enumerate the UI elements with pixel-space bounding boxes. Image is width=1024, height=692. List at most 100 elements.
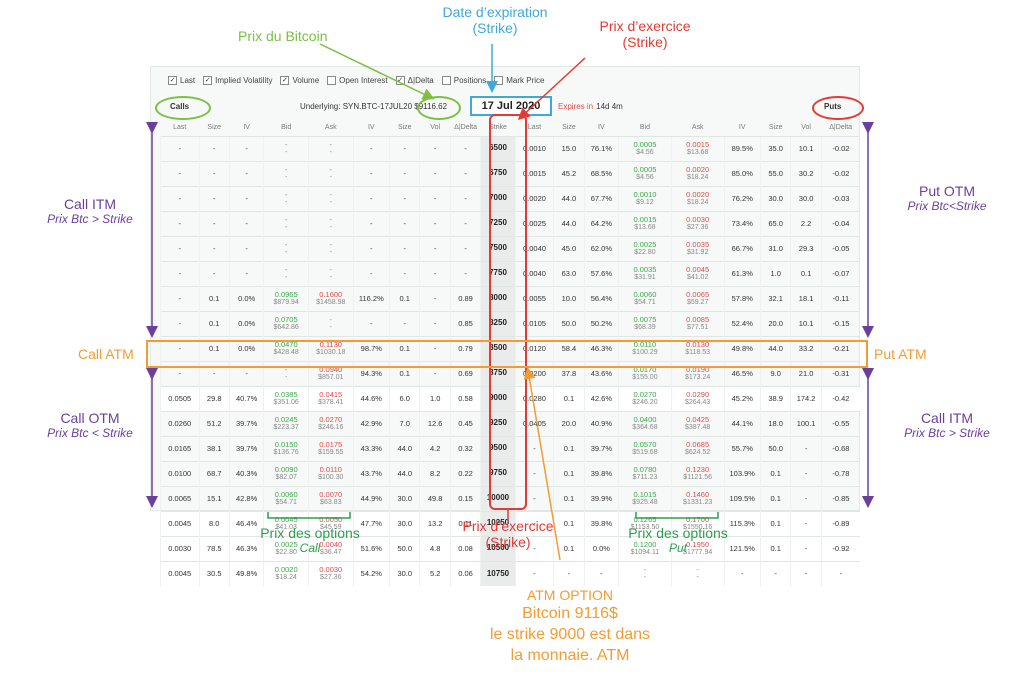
table-cell[interactable]: 0.1	[198, 285, 230, 311]
table-cell[interactable]: -	[389, 310, 420, 336]
bid-cell[interactable]: 0.0400 $364.68	[618, 410, 672, 436]
table-cell[interactable]: 0.32	[449, 435, 481, 461]
table-cell[interactable]: 51.6%	[352, 535, 390, 561]
table-cell[interactable]: -0.92	[820, 535, 860, 561]
table-cell[interactable]: -	[228, 210, 264, 236]
table-cell[interactable]: 30.0	[389, 485, 420, 511]
table-cell[interactable]: 85.0%	[723, 160, 761, 186]
ask-cell[interactable]: --	[670, 560, 724, 586]
table-cell[interactable]: -	[419, 335, 451, 361]
table-cell[interactable]: 50.0	[389, 535, 420, 561]
table-cell[interactable]: -0.68	[820, 435, 860, 461]
bid-cell[interactable]: --	[618, 560, 672, 586]
checkbox-icon[interactable]: ✓	[280, 75, 290, 85]
table-cell[interactable]: 0.1	[759, 485, 791, 511]
table-cell[interactable]: 46.5%	[723, 360, 761, 386]
bid-cell[interactable]: 0.0150 $136.76	[263, 435, 309, 461]
ask-cell[interactable]: 0.0110 $100.30	[307, 460, 354, 486]
table-cell[interactable]: 58.4	[553, 335, 585, 361]
table-cell[interactable]: 38.9	[759, 385, 791, 411]
bid-cell[interactable]: 0.0005 $4.56	[618, 135, 672, 161]
table-cell[interactable]: 39.8%	[583, 510, 619, 536]
table-cell[interactable]: 0.0%	[583, 535, 619, 561]
bid-cell[interactable]: 0.0060 $54.71	[263, 485, 309, 511]
checkbox-icon[interactable]	[494, 75, 504, 85]
table-cell[interactable]: -0.15	[820, 310, 860, 336]
table-cell[interactable]: 51.2	[198, 410, 230, 436]
table-cell[interactable]: -	[160, 210, 200, 236]
table-cell[interactable]: 116.2%	[352, 285, 390, 311]
table-cell[interactable]: 46.4%	[228, 510, 264, 536]
table-cell[interactable]: -	[389, 185, 420, 211]
table-cell[interactable]: 50.2%	[583, 310, 619, 336]
table-cell[interactable]: 0.0020	[514, 185, 554, 211]
table-cell[interactable]: 29.8	[198, 385, 230, 411]
table-cell[interactable]: 15.0	[553, 135, 585, 161]
table-cell[interactable]: 76.2%	[723, 185, 761, 211]
table-cell[interactable]: 57.6%	[583, 260, 619, 286]
table-cell[interactable]: -	[389, 160, 420, 186]
table-cell[interactable]: 30.0	[759, 185, 791, 211]
table-cell[interactable]: -	[790, 460, 822, 486]
ask-cell[interactable]: 0.0035 $31.92	[670, 235, 724, 261]
ask-cell[interactable]: --	[307, 185, 354, 211]
table-cell[interactable]: -	[160, 335, 200, 361]
table-cell[interactable]: 49.8	[419, 485, 451, 511]
table-cell[interactable]: 73.4%	[723, 210, 761, 236]
table-cell[interactable]: 0.15	[449, 485, 481, 511]
table-cell[interactable]: -	[583, 560, 619, 586]
bid-cell[interactable]: --	[263, 360, 309, 386]
bid-cell[interactable]: 0.0170 $155.00	[618, 360, 672, 386]
table-cell[interactable]: 8.2	[419, 460, 451, 486]
ask-cell[interactable]: 0.0190 $173.24	[670, 360, 724, 386]
table-cell[interactable]: 0.06	[449, 560, 481, 586]
table-cell[interactable]: 0.1	[389, 335, 420, 361]
ask-cell[interactable]: 0.0040 $36.47	[307, 535, 354, 561]
table-cell[interactable]: 44.0	[553, 185, 585, 211]
bid-cell[interactable]: 0.0005 $4.56	[618, 160, 672, 186]
ask-cell[interactable]: 0.1460 $1331.23	[670, 485, 724, 511]
table-cell[interactable]: -	[790, 510, 822, 536]
ask-cell[interactable]: 0.0045 $41.02	[670, 260, 724, 286]
table-cell[interactable]: -	[790, 435, 822, 461]
table-cell[interactable]: -	[160, 260, 200, 286]
table-cell[interactable]: -	[389, 235, 420, 261]
table-cell[interactable]: -	[449, 185, 481, 211]
table-cell[interactable]: -	[160, 160, 200, 186]
bid-cell[interactable]: 0.0025 $22.80	[618, 235, 672, 261]
table-cell[interactable]: -	[790, 535, 822, 561]
table-cell[interactable]: 40.9%	[583, 410, 619, 436]
table-cell[interactable]: -	[389, 135, 420, 161]
table-cell[interactable]: 10.0	[553, 285, 585, 311]
table-cell[interactable]: 40.7%	[228, 385, 264, 411]
table-cell[interactable]: 49.8%	[723, 335, 761, 361]
table-cell[interactable]: -	[160, 135, 200, 161]
table-cell[interactable]: 1.0	[419, 385, 451, 411]
table-cell[interactable]: -	[352, 310, 390, 336]
toggle-positions[interactable]: Positions	[441, 75, 486, 85]
table-cell[interactable]: 44.0	[389, 460, 420, 486]
bid-cell[interactable]: 0.0570 $519.68	[618, 435, 672, 461]
table-cell[interactable]: 63.0	[553, 260, 585, 286]
table-cell[interactable]: -	[228, 235, 264, 261]
table-cell[interactable]: 1.0	[759, 260, 791, 286]
ask-cell[interactable]: --	[307, 210, 354, 236]
bid-cell[interactable]: 0.1200 $1094.11	[618, 535, 672, 561]
table-cell[interactable]: 39.8%	[583, 460, 619, 486]
table-cell[interactable]: 62.0%	[583, 235, 619, 261]
table-cell[interactable]: -	[352, 210, 390, 236]
table-cell[interactable]: -0.89	[820, 510, 860, 536]
table-cell[interactable]: 50.0	[759, 435, 791, 461]
table-cell[interactable]: 67.7%	[583, 185, 619, 211]
table-cell[interactable]: 115.3%	[723, 510, 761, 536]
table-cell[interactable]: 50.0	[553, 310, 585, 336]
table-cell[interactable]: 78.5	[198, 535, 230, 561]
table-cell[interactable]: -	[449, 160, 481, 186]
table-cell[interactable]: -	[228, 360, 264, 386]
ask-cell[interactable]: 0.0415 $378.41	[307, 385, 354, 411]
table-cell[interactable]: -	[160, 285, 200, 311]
bid-cell[interactable]: 0.0780 $711.23	[618, 460, 672, 486]
table-cell[interactable]: 45.2%	[723, 385, 761, 411]
table-cell[interactable]: -	[514, 560, 554, 586]
table-cell[interactable]: 10.1	[790, 310, 822, 336]
